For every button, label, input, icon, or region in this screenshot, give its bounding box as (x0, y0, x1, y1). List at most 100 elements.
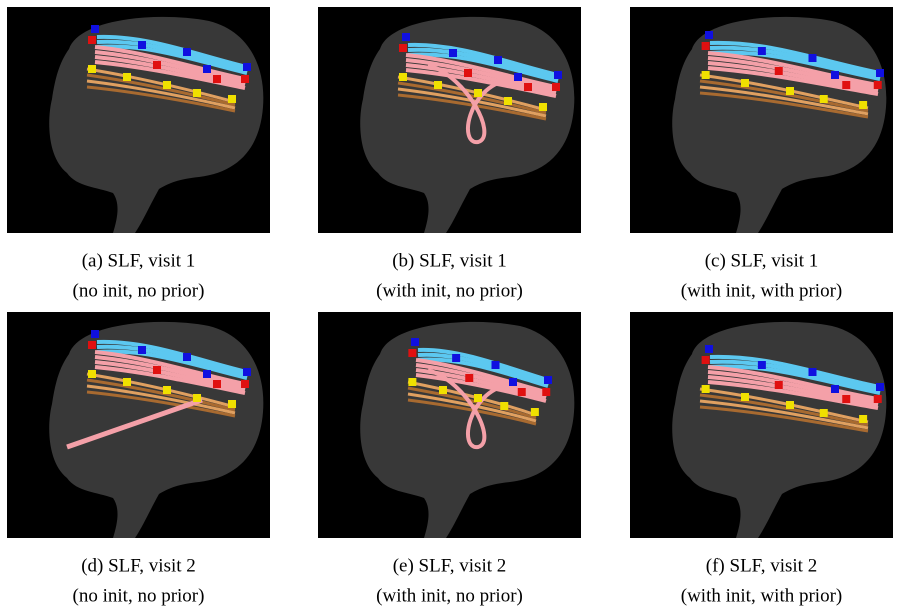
marker (123, 378, 131, 386)
figure: (a) SLF, visit 1 (no init, no prior) (b) S… (0, 0, 900, 608)
marker (439, 386, 447, 394)
marker (465, 374, 473, 382)
marker (500, 402, 508, 410)
marker (411, 338, 419, 346)
marker (91, 25, 99, 33)
marker (88, 341, 96, 349)
marker (741, 79, 749, 87)
marker (775, 381, 783, 389)
marker (775, 67, 783, 75)
marker (705, 31, 713, 39)
marker (554, 71, 562, 79)
panel (318, 312, 581, 538)
marker (241, 75, 249, 83)
marker (820, 95, 828, 103)
marker (809, 54, 817, 62)
marker (702, 42, 710, 50)
marker (153, 61, 161, 69)
marker (874, 81, 882, 89)
caption: (no init, no prior) (73, 280, 205, 301)
marker (228, 95, 236, 103)
marker (842, 81, 850, 89)
marker (842, 395, 850, 403)
marker (153, 366, 161, 374)
caption: (b) SLF, visit 1 (392, 250, 507, 271)
marker (552, 83, 560, 91)
caption: (no init, no prior) (73, 585, 205, 606)
marker (820, 409, 828, 417)
marker (193, 394, 201, 402)
marker (243, 368, 251, 376)
marker (183, 353, 191, 361)
marker (758, 47, 766, 55)
marker (402, 33, 410, 41)
marker (88, 36, 96, 44)
marker (91, 330, 99, 338)
marker (474, 89, 482, 97)
panel (630, 312, 893, 538)
marker (531, 408, 539, 416)
marker (213, 75, 221, 83)
marker (243, 63, 251, 71)
marker (809, 368, 817, 376)
marker (504, 97, 512, 105)
marker (434, 81, 442, 89)
marker (705, 345, 713, 353)
caption: (with init, no prior) (376, 585, 523, 606)
marker (213, 380, 221, 388)
marker (163, 81, 171, 89)
marker (492, 361, 500, 369)
marker (408, 378, 416, 386)
panel (7, 7, 270, 233)
marker (831, 71, 839, 79)
marker (524, 83, 532, 91)
panel (318, 7, 581, 233)
marker (449, 49, 457, 57)
caption: (with init, with prior) (681, 280, 842, 301)
marker (138, 346, 146, 354)
marker (859, 415, 867, 423)
marker (193, 89, 201, 97)
marker (203, 370, 211, 378)
caption: (c) SLF, visit 1 (705, 250, 819, 271)
marker (831, 385, 839, 393)
marker (786, 87, 794, 95)
marker (876, 383, 884, 391)
panel (7, 312, 270, 538)
marker (399, 44, 407, 52)
marker (203, 65, 211, 73)
caption: (e) SLF, visit 2 (393, 555, 507, 576)
marker (874, 395, 882, 403)
marker (408, 349, 416, 357)
marker (702, 356, 710, 364)
marker (228, 400, 236, 408)
marker (702, 385, 710, 393)
panel (630, 7, 893, 233)
marker (702, 71, 710, 79)
marker (138, 41, 146, 49)
marker (163, 386, 171, 394)
caption: (f) SLF, visit 2 (706, 555, 817, 576)
caption: (d) SLF, visit 2 (81, 555, 196, 576)
marker (88, 65, 96, 73)
marker (542, 388, 550, 396)
marker (452, 354, 460, 362)
caption: (with init, with prior) (681, 585, 842, 606)
marker (518, 388, 526, 396)
caption: (with init, no prior) (376, 280, 523, 301)
marker (474, 394, 482, 402)
marker (514, 73, 522, 81)
marker (123, 73, 131, 81)
marker (494, 56, 502, 64)
marker (399, 73, 407, 81)
marker (786, 401, 794, 409)
marker (859, 101, 867, 109)
marker (509, 378, 517, 386)
marker (241, 380, 249, 388)
marker (464, 69, 472, 77)
marker (758, 361, 766, 369)
caption: (a) SLF, visit 1 (82, 250, 196, 271)
marker (183, 48, 191, 56)
marker (88, 370, 96, 378)
marker (544, 376, 552, 384)
